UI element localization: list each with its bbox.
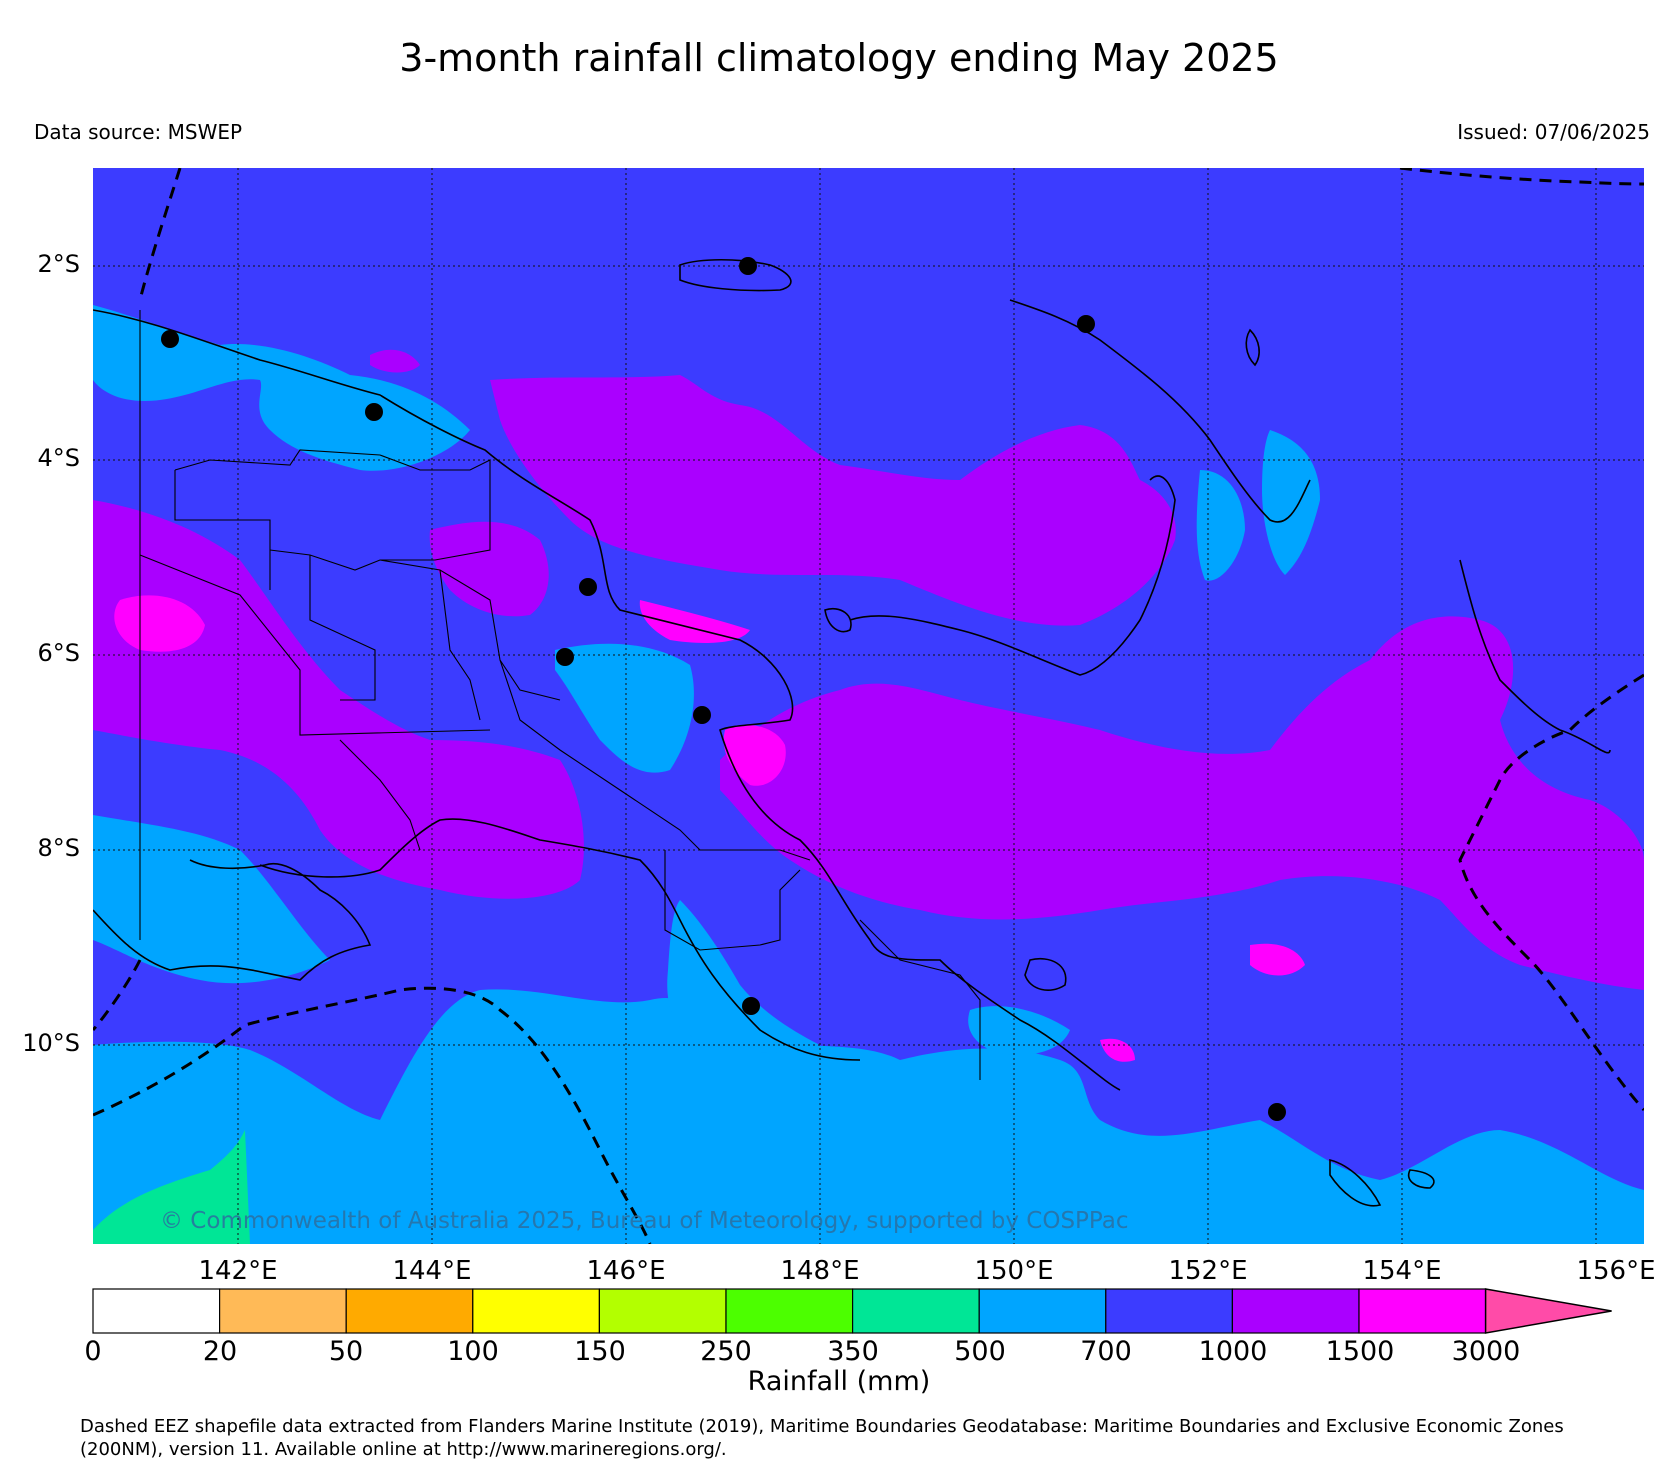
colorbar-swatch — [978, 1288, 1107, 1334]
colorbar-swatch — [1231, 1288, 1360, 1334]
station-marker — [579, 578, 597, 596]
rain-zone-1500-3000-central — [723, 725, 786, 786]
station-marker — [739, 257, 757, 275]
footnote-line-1: Dashed EEZ shapefile data extracted from… — [80, 1416, 1564, 1437]
lat-label-6s: 6°S — [37, 639, 80, 667]
station-marker — [1268, 1103, 1286, 1121]
lon-label-148e: 148°E — [780, 1256, 860, 1286]
lon-label-152e: 152°E — [1168, 1256, 1248, 1286]
colorbar-tick-label: 3000 — [1451, 1336, 1521, 1367]
station-marker — [556, 648, 574, 666]
footnote-line-2: (200NM), version 11. Available online at… — [80, 1439, 727, 1460]
lat-label-2s: 2°S — [37, 250, 80, 278]
colorbar-swatch-extend — [1484, 1288, 1612, 1334]
rain-zone-500-700-central — [555, 643, 694, 773]
lon-label-154e: 154°E — [1362, 1256, 1442, 1286]
rain-zone-1500-3000-highlands — [639, 600, 750, 643]
rain-zone-500-700-newireland — [1262, 430, 1320, 575]
coastlines — [93, 258, 1611, 1207]
eez-boundaries — [93, 168, 1644, 1244]
lat-label-8s: 8°S — [37, 834, 80, 862]
rain-zone-500-700-coast — [667, 900, 820, 1053]
colorbar-tick-label: 1000 — [1198, 1336, 1268, 1367]
station-marker — [742, 997, 760, 1015]
rain-zone-1500-3000-west — [114, 595, 205, 652]
colorbar-tick-label: 150 — [574, 1336, 626, 1367]
colorbar-tick-label: 350 — [827, 1336, 879, 1367]
lon-label-146e: 146°E — [586, 1256, 666, 1286]
eez-footnote: Dashed EEZ shapefile data extracted from… — [80, 1415, 1670, 1461]
colorbar-swatch — [345, 1288, 474, 1334]
colorbar-tick-label: 100 — [447, 1336, 499, 1367]
colorbar — [92, 1288, 1612, 1334]
rain-zone-1000-1500-mid — [429, 521, 549, 617]
colorbar-swatch — [1105, 1288, 1234, 1334]
station-marker — [1077, 315, 1095, 333]
issued-date-label: Issued: 07/06/2025 — [1457, 120, 1650, 144]
lat-label-10s: 10°S — [22, 1029, 80, 1057]
colorbar-tick-label: 700 — [1080, 1336, 1132, 1367]
colorbar-swatch — [598, 1288, 727, 1334]
colorbar-swatch — [472, 1288, 600, 1334]
rain-zone-1500-3000-islands — [1250, 943, 1305, 976]
graticule — [93, 168, 1644, 1244]
rain-zone-1500-3000-south — [1100, 1038, 1135, 1062]
rain-zone-1000-1500-east — [720, 616, 1644, 990]
lon-label-144e: 144°E — [392, 1256, 472, 1286]
colorbar-swatch — [219, 1288, 347, 1334]
colorbar-swatch — [851, 1288, 980, 1334]
rain-zone-500-700-nw — [93, 305, 470, 471]
rain-zone-350-500 — [93, 1130, 250, 1244]
station-marker — [365, 403, 383, 421]
rain-zone-1000-1500-north — [490, 375, 1176, 626]
colorbar-title: Rainfall (mm) — [747, 1366, 931, 1397]
rain-zone-500-700-south — [93, 989, 1644, 1244]
colorbar-tick-label: 250 — [700, 1336, 752, 1367]
station-markers — [161, 257, 1286, 1121]
rain-zone-500-700-sw — [93, 815, 330, 984]
lat-label-4s: 4°S — [37, 444, 80, 472]
colorbar-tick-label: 0 — [84, 1336, 102, 1367]
colorbar-tick-label: 1500 — [1325, 1336, 1395, 1367]
colorbar-tick-label: 500 — [954, 1336, 1006, 1367]
colorbar-swatch — [92, 1288, 221, 1334]
rain-zone-500-700-east — [1196, 470, 1245, 581]
colorbar-swatch — [1358, 1288, 1487, 1334]
copyright-notice: © Commonwealth of Australia 2025, Bureau… — [160, 1208, 1129, 1234]
colorbar-tick-label: 20 — [202, 1336, 238, 1367]
lon-label-156e: 156°E — [1576, 1256, 1656, 1286]
station-marker — [693, 706, 711, 724]
colorbar-tick-label: 50 — [328, 1336, 364, 1367]
provincial-borders — [139, 310, 981, 1080]
rain-zone-1000-1500-west — [93, 500, 584, 899]
rain-zone-1000-1500-blob — [370, 349, 420, 373]
rain-zone-500-700-islands — [968, 1006, 1070, 1055]
lon-label-142e: 142°E — [198, 1256, 278, 1286]
data-source-label: Data source: MSWEP — [34, 120, 243, 144]
chart-title: 3-month rainfall climatology ending May … — [399, 36, 1279, 80]
lon-label-150e: 150°E — [974, 1256, 1054, 1286]
colorbar-swatch — [725, 1288, 854, 1334]
station-marker — [161, 330, 179, 348]
